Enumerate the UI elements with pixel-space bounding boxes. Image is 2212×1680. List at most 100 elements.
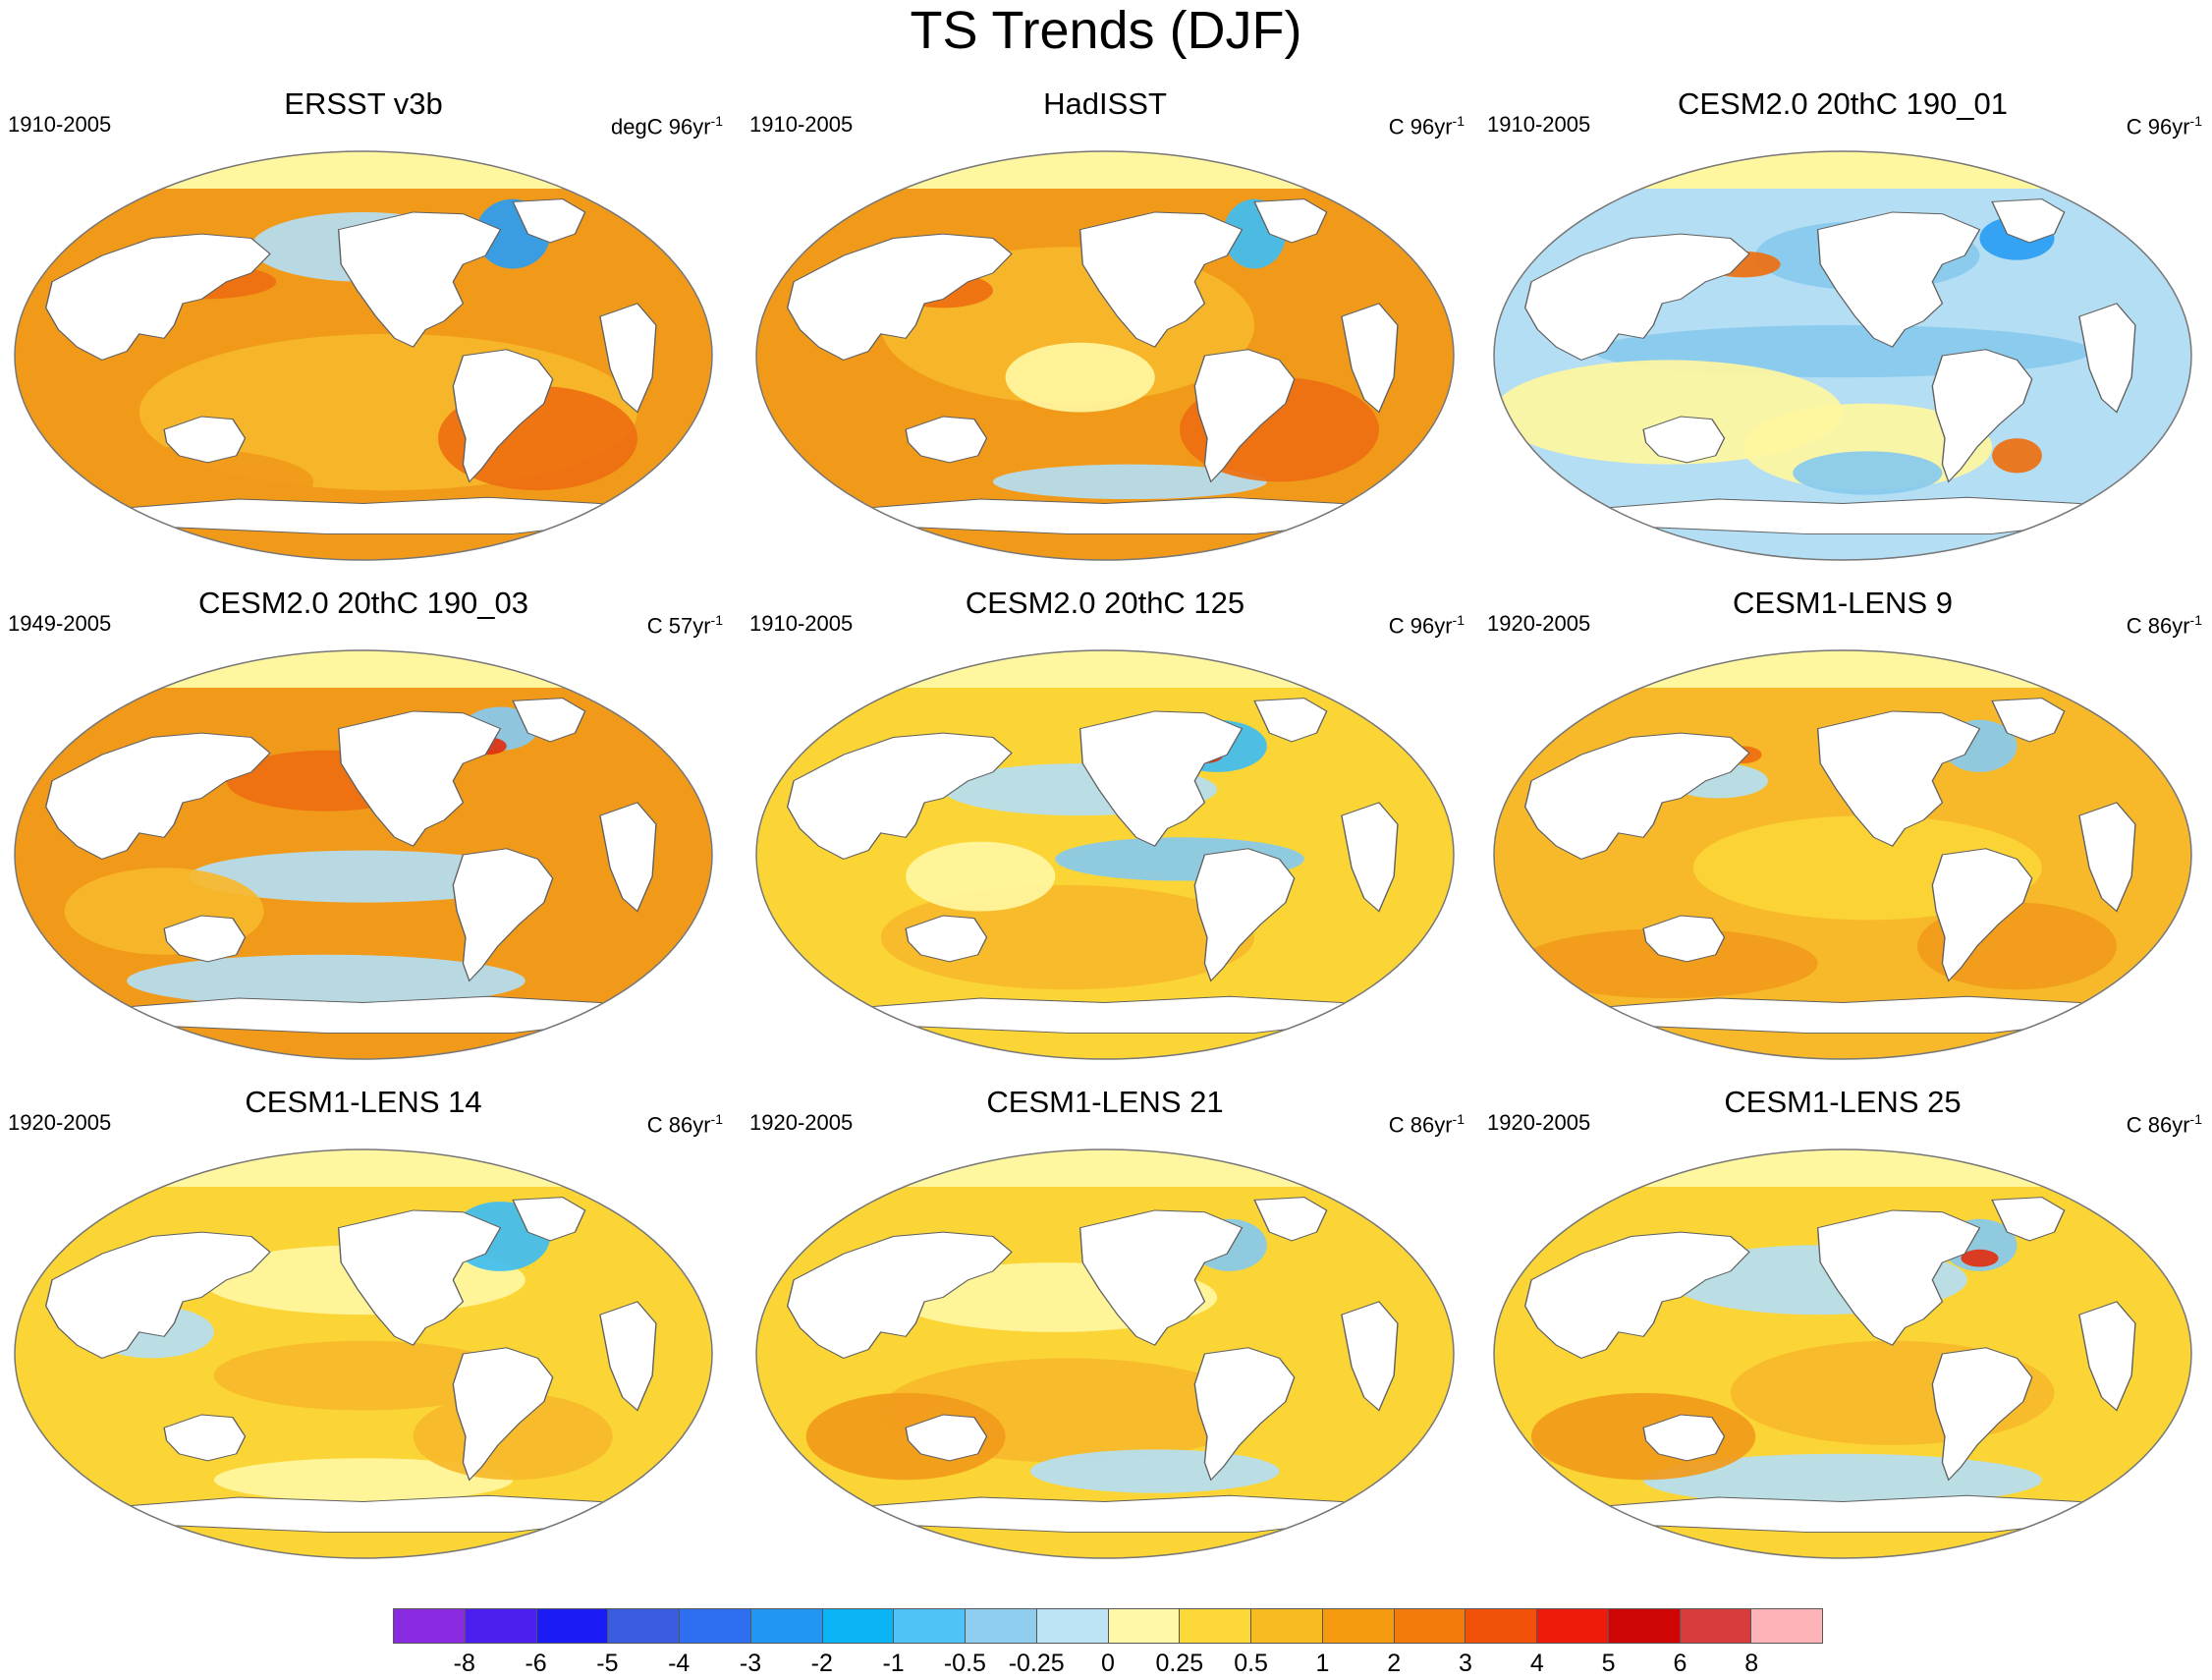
landmass bbox=[599, 1301, 657, 1412]
map-border bbox=[1493, 1148, 2192, 1559]
colorbar-swatch bbox=[1394, 1609, 1466, 1643]
map-panel: ERSST v3b 1910-2005 degC 96yr-1 bbox=[0, 86, 727, 572]
colorbar-tick-label: -3 bbox=[739, 1650, 762, 1677]
colorbar-swatch bbox=[1036, 1609, 1109, 1643]
landmass bbox=[1991, 198, 2066, 244]
panel-units: C 86yr-1 bbox=[1388, 1111, 1465, 1138]
landmass bbox=[337, 211, 502, 348]
panel-title: CESM2.0 20thC 190_03 bbox=[197, 586, 529, 620]
panel-units: C 86yr-1 bbox=[2126, 612, 2202, 639]
landmass bbox=[1642, 1414, 1726, 1462]
landmass bbox=[1816, 710, 1981, 847]
panel-title: CESM2.0 20thC 190_01 bbox=[1677, 86, 2009, 121]
colorbar-tick-label: 1 bbox=[1315, 1650, 1330, 1677]
colorbar-swatch bbox=[1108, 1609, 1181, 1643]
map-border bbox=[14, 649, 713, 1060]
colorbar-tick-label: 2 bbox=[1387, 1650, 1402, 1677]
units-exponent: -1 bbox=[2189, 612, 2202, 628]
landmass bbox=[452, 1347, 554, 1482]
colorbar-swatch bbox=[1751, 1609, 1822, 1643]
map-panel: CESM1-LENS 25 1920-2005 C 86yr-1 bbox=[1479, 1085, 2206, 1570]
landmass bbox=[1253, 198, 1328, 244]
landmass bbox=[2078, 1301, 2136, 1412]
colorbar-swatch bbox=[465, 1609, 537, 1643]
panel-units: C 96yr-1 bbox=[2126, 113, 2202, 140]
landmass bbox=[786, 233, 1013, 361]
colorbar-tick-label: -0.25 bbox=[1008, 1650, 1065, 1677]
landmass bbox=[44, 233, 271, 361]
landmass bbox=[2078, 303, 2136, 414]
colorbar-tick-label: -0.5 bbox=[943, 1650, 986, 1677]
units-exponent: -1 bbox=[1452, 612, 1465, 628]
landmass bbox=[1642, 915, 1726, 963]
colorbar-tick-label: 0.25 bbox=[1155, 1650, 1204, 1677]
landmass bbox=[1253, 698, 1328, 743]
colorbar-swatch bbox=[1680, 1609, 1752, 1643]
landmass bbox=[786, 732, 1013, 860]
landmass bbox=[1523, 233, 1750, 361]
panel-units: C 86yr-1 bbox=[646, 1111, 723, 1138]
colorbar-swatch bbox=[1537, 1609, 1609, 1643]
colorbar-tick-label: 0.5 bbox=[1234, 1650, 1268, 1677]
landmass bbox=[599, 303, 657, 414]
panel-period: 1910-2005 bbox=[8, 112, 112, 137]
map-panel: CESM2.0 20thC 125 1910-2005 C 96yr-1 bbox=[742, 586, 1468, 1071]
trend-anomaly bbox=[906, 841, 1056, 912]
landmass bbox=[1078, 1209, 1244, 1346]
landmass bbox=[44, 732, 271, 860]
map-canvas bbox=[755, 150, 1455, 561]
landmass bbox=[1193, 848, 1296, 982]
landmass bbox=[163, 416, 247, 464]
colorbar-swatch bbox=[680, 1609, 751, 1643]
colorbar-swatch bbox=[1322, 1609, 1395, 1643]
colorbar-swatch bbox=[894, 1609, 966, 1643]
colorbar-swatch bbox=[394, 1609, 466, 1643]
landmass bbox=[1193, 349, 1296, 483]
trend-anomaly bbox=[1005, 342, 1155, 413]
landmass bbox=[599, 802, 657, 913]
landmass bbox=[44, 1231, 271, 1359]
colorbar-swatch bbox=[536, 1609, 609, 1643]
landmass bbox=[1253, 1197, 1328, 1242]
map-canvas bbox=[1493, 150, 2192, 561]
panel-period: 1920-2005 bbox=[1487, 1110, 1591, 1135]
trend-anomaly bbox=[992, 464, 1267, 500]
panel-title: HadISST bbox=[1043, 86, 1167, 121]
units-exponent: -1 bbox=[2189, 1111, 2202, 1127]
units-exponent: -1 bbox=[710, 612, 723, 628]
trend-anomaly bbox=[1992, 438, 2042, 474]
panel-period: 1920-2005 bbox=[1487, 611, 1591, 636]
landmass bbox=[905, 915, 988, 963]
landmass bbox=[512, 698, 586, 743]
landmass bbox=[1931, 848, 2033, 982]
landmass bbox=[1078, 710, 1244, 847]
landmass bbox=[452, 349, 554, 483]
landmass bbox=[1523, 1231, 1750, 1359]
trend-anomaly bbox=[1961, 1249, 1999, 1267]
trend-anomaly bbox=[1643, 1453, 2042, 1506]
trend-anomaly bbox=[213, 1340, 514, 1411]
colorbar-tick-label: -2 bbox=[810, 1650, 833, 1677]
colorbar-tick-label: 8 bbox=[1744, 1650, 1759, 1677]
panel-title: CESM1-LENS 9 bbox=[1733, 586, 1953, 620]
colorbar-swatch bbox=[1180, 1609, 1251, 1643]
landmass bbox=[512, 198, 586, 244]
landmass bbox=[452, 848, 554, 982]
panel-period: 1920-2005 bbox=[8, 1110, 112, 1135]
landmass bbox=[163, 1414, 247, 1462]
panel-title: CESM2.0 20thC 125 bbox=[965, 586, 1245, 620]
colorbar-tick-label: -4 bbox=[668, 1650, 691, 1677]
landmass bbox=[1816, 1209, 1981, 1346]
map-panel: CESM1-LENS 9 1920-2005 C 86yr-1 bbox=[1479, 586, 2206, 1071]
colorbar-tick-label: 6 bbox=[1673, 1650, 1687, 1677]
map-border bbox=[14, 150, 713, 561]
map-border bbox=[1493, 150, 2192, 561]
landmass bbox=[1991, 1197, 2066, 1242]
trend-anomaly bbox=[189, 850, 538, 903]
colorbar: -8 -6 -5 -4 -3 -2 -1 -0.5 -0.25 0 0.25 0.5 1 2 3 4 5 6 8 bbox=[393, 1608, 1823, 1677]
units-exponent: -1 bbox=[2189, 113, 2202, 129]
panel-units: C 86yr-1 bbox=[2126, 1111, 2202, 1138]
landmass bbox=[1931, 1347, 2033, 1482]
map-border bbox=[755, 1148, 1455, 1559]
figure-title: TS Trends (DJF) bbox=[910, 1, 1302, 60]
